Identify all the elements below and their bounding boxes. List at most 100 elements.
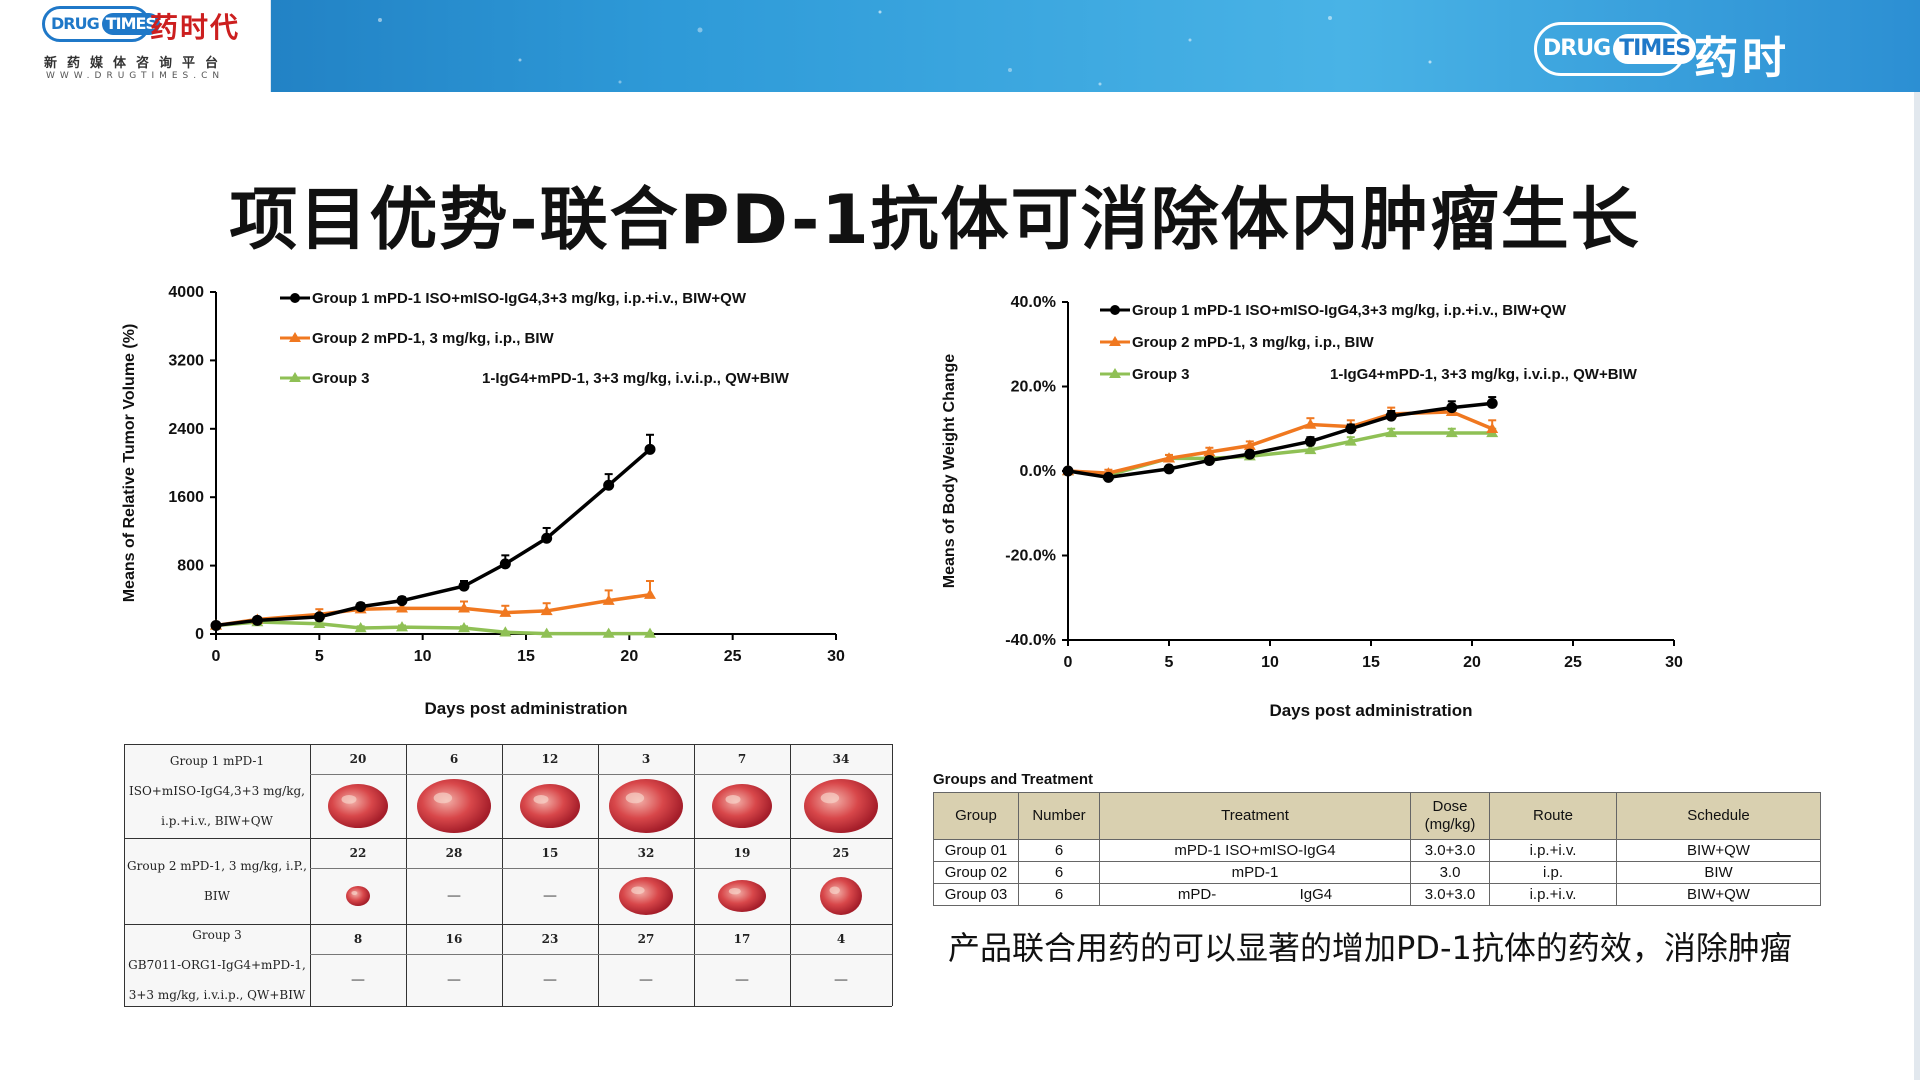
data-point-group-1 (1163, 463, 1175, 475)
mouse-id-label: 12 (541, 752, 559, 766)
photo-group-label-line: ISO+mISO-IgG4,3+3 mg/kg, (129, 784, 305, 798)
logo-word-times: TIMES (1613, 34, 1697, 64)
grid-line (124, 744, 892, 745)
table-cell: 3.0 (1410, 861, 1490, 884)
body-weight-chart: -40.0% -20.0% 0.0% 20.0% 40.0% 0 5 10 15 20 25 30 Da… (941, 294, 1683, 720)
legend-marker (1109, 336, 1121, 346)
table-row: Group 02 6 mPD-1 3.0 i.p. BIW (933, 861, 1821, 884)
tumor-sample-image (804, 779, 878, 833)
legend-marker (1110, 305, 1120, 315)
table-cell: i.p.+i.v. (1489, 883, 1617, 906)
data-point-group-1 (1446, 402, 1458, 414)
photo-group-label-1: Group 1 mPD-1 ISO+mISO-IgG4,3+3 mg/kg, i.p… (124, 744, 310, 838)
data-point-group-2 (396, 602, 408, 613)
grid-line (310, 744, 311, 1006)
y-axis-label: Means of Body Weight Change (941, 354, 958, 588)
drugtimes-logo-right[interactable]: DRUG TIMES 药时代 (1534, 18, 1794, 148)
data-point-group-1 (644, 443, 656, 455)
data-point-group-3 (354, 622, 367, 633)
y-tick-label: -20.0% (1005, 548, 1056, 565)
data-point-group-3 (313, 617, 326, 628)
mouse-id-label: 17 (733, 932, 751, 946)
tumor-sample-image (310, 868, 406, 924)
data-point-group-1 (396, 595, 408, 607)
grid-line-thin (310, 774, 892, 775)
no-tumor-mark: — (447, 888, 461, 904)
x-tick-label: 30 (1665, 654, 1683, 671)
tumor-sample-image (694, 868, 790, 924)
table-cell: 3.0+3.0 (1410, 839, 1490, 862)
no-tumor-mark: — (351, 972, 365, 988)
table-row: Group 01 6 mPD-1 ISO+mISO-IgG4 3.0+3.0 i.p.+… (933, 839, 1821, 862)
series-line-group-1 (1067, 401, 1493, 480)
mouse-id-label: 32 (637, 846, 655, 860)
logo-chinese-name: 药时代 (1694, 33, 1790, 148)
logo-chinese-name: 药时代 (150, 11, 241, 44)
y-tick-label: 4000 (168, 284, 204, 301)
tumor-sample-image (712, 784, 772, 828)
mouse-id-label: 6 (449, 752, 459, 766)
tumor-sample-image (694, 774, 790, 838)
col-header-number: Number (1018, 792, 1100, 840)
legend-label-group-3: Group 3 (312, 370, 370, 387)
grid-line (790, 744, 791, 1006)
grid-line-thin (310, 868, 892, 869)
logo-pill: DRUG TIMES (42, 6, 160, 42)
x-tick-label: 5 (315, 648, 324, 665)
y-tick-label: 800 (177, 558, 204, 575)
no-tumor-mark: — (543, 888, 557, 904)
no-tumor-mark: — (639, 972, 653, 988)
banner-dots-decoration (378, 10, 1432, 86)
y-tick-label: 1600 (168, 489, 204, 506)
x-tick-label: 25 (1564, 654, 1582, 671)
photo-group-label-line: Group 2 mPD-1, 3 mg/kg, i.P., (127, 859, 307, 873)
table-cell: 6 (1018, 861, 1100, 884)
tumor-sample-image (598, 774, 694, 838)
x-tick-label: 10 (414, 648, 432, 665)
data-point-group-3 (458, 622, 470, 633)
table-cell: Group 01 (933, 839, 1019, 862)
table-cell: mPD-1 ISO+mISO-IgG4 (1099, 839, 1411, 862)
tumor-sample-image (718, 880, 766, 912)
tumor-sample-image (310, 774, 406, 838)
mouse-id-label: 25 (832, 846, 850, 860)
data-point-group-2 (1243, 439, 1256, 450)
mouse-id-label: 16 (445, 932, 463, 946)
logo-tagline: 新药媒体咨询平台 (44, 56, 229, 71)
table-cell: mPD-1 (1099, 861, 1411, 884)
data-point-group-3 (1385, 426, 1398, 438)
mouse-id-label: 23 (541, 932, 559, 946)
data-point-group-1 (499, 558, 511, 570)
grid-line (124, 838, 892, 839)
table-cell: 3.0+3.0 (1410, 883, 1490, 906)
legend-label-group-2: Group 2 mPD-1, 3 mg/kg, i.p., BIW (312, 330, 555, 347)
series-line-group-2 (215, 592, 651, 628)
data-point-group-1 (458, 580, 470, 592)
col-header-group: Group (933, 792, 1019, 840)
grid-line (502, 744, 503, 1006)
x-tick-label: 20 (620, 648, 638, 665)
data-point-group-3 (540, 627, 553, 638)
data-point-group-3 (1304, 443, 1317, 455)
x-axis-label: Days post administration (1269, 701, 1472, 720)
no-tumor-mark: — (543, 972, 557, 988)
mouse-id-label: 28 (445, 846, 463, 860)
y-axis-label: Means of Relative Tumor Volume (%) (121, 324, 138, 603)
table-cell: 6 (1018, 883, 1100, 906)
grid-line (406, 744, 407, 1006)
col-header-dose: Dose (mg/kg) (1410, 792, 1490, 840)
mouse-id-label: 19 (733, 846, 751, 860)
header-banner (0, 0, 1920, 92)
legend-label-group-3: Group 3 (1132, 366, 1190, 383)
drugtimes-logo-left[interactable]: DRUG TIMES 药时代 新药媒体咨询平台 WWW.DRUGTIMES.CN (0, 0, 271, 92)
tumor-volume-chart: 0 800 1600 2400 3200 4000 0 5 10 15 20 25 30 Days pos… (121, 284, 845, 718)
x-tick-label: 5 (1165, 654, 1174, 671)
photo-group-label-3: Group 3 GB7011-ORG1-IgG4+mPD-1, 3+3 mg/kg,… (124, 924, 310, 1006)
legend-marker (289, 372, 301, 382)
table-row: Group 03 6 mPD- IgG4 3.0+3.0 i.p.+i.v. BIW+QW (933, 883, 1821, 906)
tumor-sample-image (346, 886, 370, 906)
photo-group-label-line: Group 3 (192, 928, 242, 942)
data-point-group-3 (1445, 426, 1458, 438)
data-point-group-1 (1102, 471, 1114, 483)
table-caption: Groups and Treatment (933, 771, 1094, 788)
